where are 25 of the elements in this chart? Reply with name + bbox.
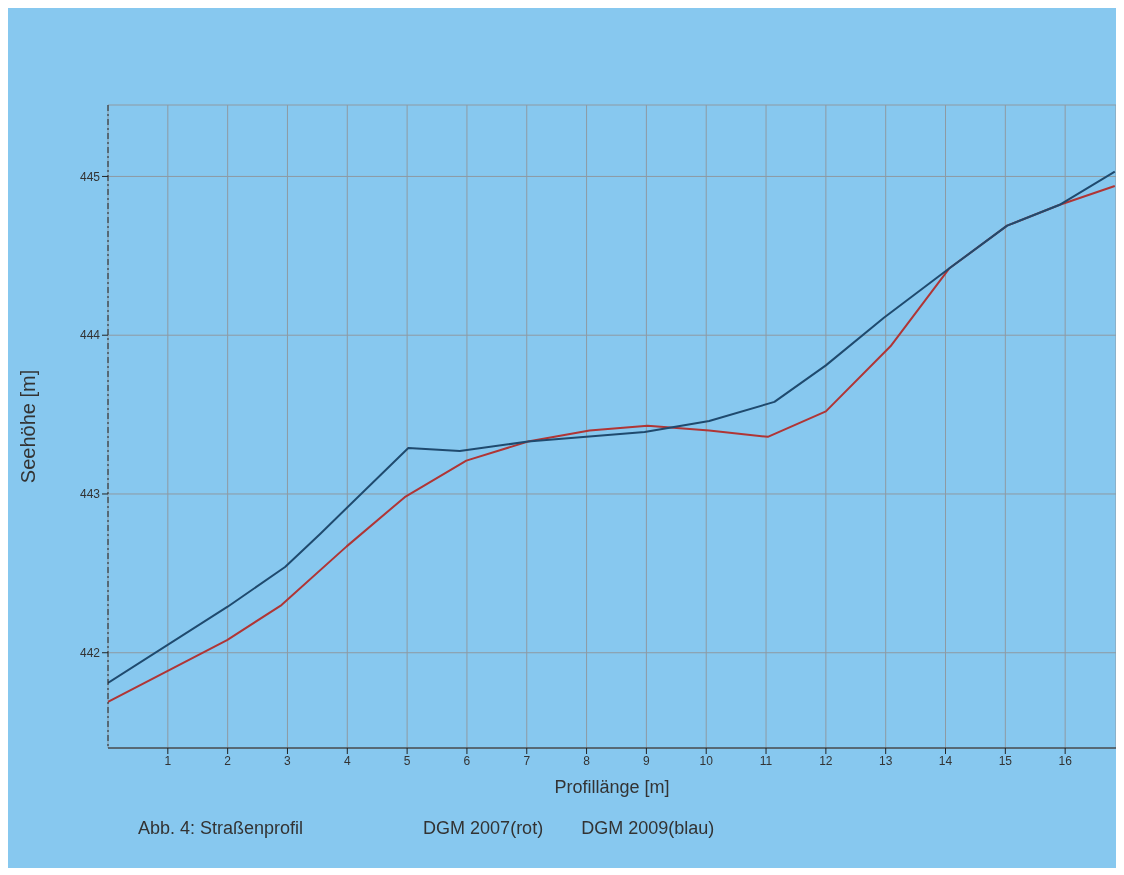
x-tick-label: 12 xyxy=(819,753,833,768)
x-tick-label: 14 xyxy=(938,753,953,768)
y-axis-title: Seehöhe [m] xyxy=(17,369,40,484)
text: DGM 2009(blau) xyxy=(581,818,715,839)
x-tick-label: 9 xyxy=(643,753,651,768)
x-tick-label: 10 xyxy=(699,753,714,768)
x-tick-label: 4 xyxy=(343,753,351,768)
x-tick-label: 11 xyxy=(759,753,773,768)
x-tick-label: 7 xyxy=(523,753,531,768)
y-tick-label: 442 xyxy=(79,646,101,660)
x-tick-label: 16 xyxy=(1058,753,1073,768)
x-tick-label: 6 xyxy=(463,753,471,768)
x-tick-label: 5 xyxy=(403,753,411,768)
text: DGM 2007(rot) xyxy=(423,818,544,839)
x-tick-label: 3 xyxy=(284,753,292,768)
y-tick-label: 443 xyxy=(79,487,101,502)
x-tick-label: 13 xyxy=(879,753,893,768)
x-tick-label: 2 xyxy=(224,753,232,768)
x-axis-title: Profillänge [m] xyxy=(554,777,670,797)
y-tick-label: 445 xyxy=(79,169,101,184)
x-tick-label: 1 xyxy=(164,753,172,768)
x-tick-label: 15 xyxy=(998,753,1013,768)
caption: Abb. 4: Straßenprofil xyxy=(138,818,304,839)
x-tick-label: 8 xyxy=(583,753,591,768)
y-tick-label: 444 xyxy=(79,328,101,343)
